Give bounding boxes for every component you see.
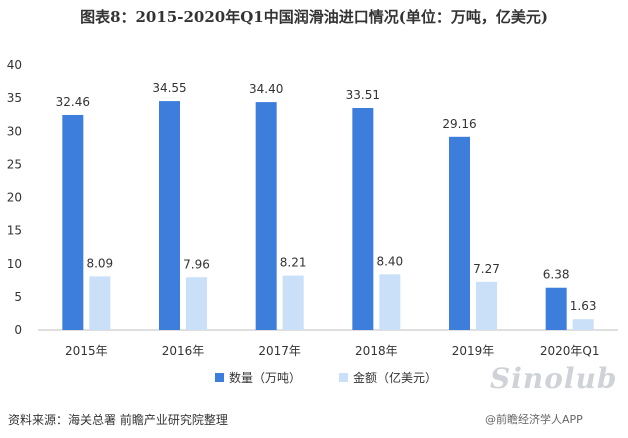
data-label: 7.96	[183, 257, 210, 271]
bar-quantity	[62, 114, 84, 330]
y-tick-label: 35	[7, 91, 22, 105]
bar-quantity	[449, 136, 470, 330]
data-label: 8.40	[376, 254, 403, 268]
x-tick-label: 2017年	[258, 344, 301, 358]
data-label: 34.55	[152, 81, 186, 95]
bar-amount	[572, 319, 594, 330]
data-label: 32.46	[56, 95, 90, 109]
legend-swatch	[339, 373, 348, 382]
legend-label: 数量（万吨）	[229, 370, 301, 385]
legend-swatch	[215, 373, 224, 382]
bar-amount	[89, 276, 111, 330]
bar-amount	[186, 277, 207, 330]
watermark-logo: Sinolub	[490, 362, 618, 395]
data-label: 6.38	[543, 268, 570, 282]
y-tick-label: 20	[7, 191, 22, 205]
x-tick-label: 2016年	[162, 344, 205, 358]
data-label: 8.21	[280, 256, 307, 270]
x-tick-label: 2020年Q1	[540, 344, 600, 358]
bar-amount	[379, 274, 401, 330]
y-tick-label: 0	[14, 323, 22, 337]
data-label: 33.51	[346, 88, 380, 102]
data-label: 8.09	[86, 256, 113, 270]
y-tick-label: 30	[7, 124, 22, 138]
bar-quantity	[159, 101, 180, 330]
data-label: 7.27	[473, 262, 500, 276]
source-note: 资料来源：海关总署 前瞻产业研究院整理	[8, 413, 228, 427]
chart-title: 图表8：2015-2020年Q1中国润滑油进口情况(单位：万吨，亿美元)	[80, 8, 548, 26]
credit-note: @前瞻经济学人APP	[485, 413, 583, 426]
y-tick-label: 10	[7, 257, 22, 271]
data-label: 34.40	[249, 82, 283, 96]
bar-quantity	[545, 287, 567, 330]
data-label: 29.16	[442, 117, 476, 131]
legend-label: 金额（亿美元）	[353, 370, 437, 385]
x-tick-label: 2018年	[355, 344, 398, 358]
y-tick-label: 25	[7, 157, 22, 171]
data-label: 1.63	[570, 299, 597, 313]
x-tick-label: 2015年	[65, 344, 108, 358]
bar-quantity	[255, 102, 277, 330]
bar-amount	[476, 281, 497, 330]
x-tick-label: 2019年	[452, 344, 495, 358]
y-tick-label: 5	[14, 290, 22, 304]
bar-quantity	[352, 107, 374, 330]
y-tick-label: 40	[7, 58, 22, 72]
y-tick-label: 15	[7, 224, 22, 238]
bar-amount	[282, 275, 304, 330]
